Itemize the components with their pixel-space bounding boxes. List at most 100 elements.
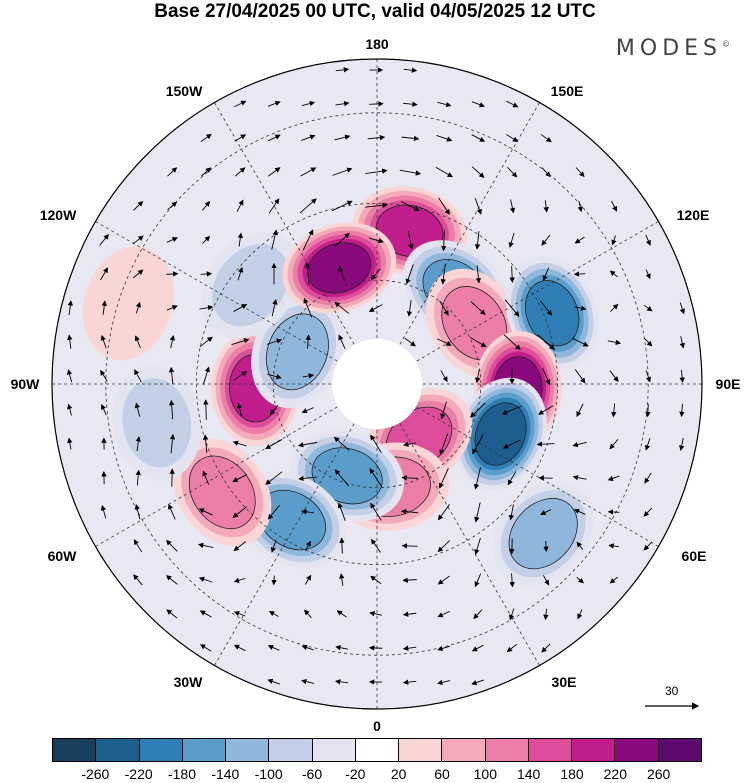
- wind-vector-arrow: [609, 439, 619, 450]
- colorbar-segment: [485, 739, 529, 761]
- lon-label-30w: 30W: [173, 674, 203, 690]
- wind-vector-arrow: [406, 300, 413, 317]
- wind-vector-arrow: [509, 608, 515, 621]
- wind-vector-arrow: [304, 609, 312, 619]
- colorbar-tick-label: 260: [646, 766, 671, 782]
- colorbar-segment: [96, 739, 140, 761]
- wind-vector-arrow: [134, 335, 141, 348]
- modes-logo: MODES©: [616, 36, 730, 61]
- wind-vector-arrow: [509, 265, 515, 283]
- wind-vector-arrow: [573, 508, 586, 515]
- wind-vector-arrow: [132, 269, 144, 279]
- anomaly-contour-level: [525, 280, 580, 347]
- wind-vector-arrow: [301, 509, 315, 515]
- wind-vector-arrow: [197, 542, 214, 549]
- wind-vector-arrow: [400, 201, 420, 211]
- wind-vector-arrow: [370, 538, 381, 553]
- anomaly-contour-level: [508, 498, 578, 570]
- colorbar-segment: [139, 739, 183, 761]
- colorbar-segment: [399, 739, 443, 761]
- wind-vector-arrow: [470, 337, 487, 348]
- meridian-line: [393, 413, 540, 666]
- wind-vector-arrow: [200, 271, 213, 277]
- lon-label-120w: 120W: [39, 207, 77, 223]
- wind-vector-arrow: [298, 475, 317, 482]
- anomaly-field: [83, 186, 599, 586]
- wind-vector-arrow: [334, 232, 350, 247]
- wind-vector-arrow: [332, 167, 353, 176]
- wind-vector-arrow: [132, 235, 144, 245]
- wind-vector-arrow: [543, 200, 549, 213]
- wind-vector-arrow: [439, 300, 449, 316]
- wind-vector-arrow: [100, 504, 107, 519]
- wind-vector-arrow: [607, 339, 622, 346]
- lon-label-150w: 150W: [165, 83, 203, 99]
- wind-vector-arrow: [165, 575, 178, 585]
- wind-vector-arrow: [237, 232, 243, 247]
- wind-vector-arrow: [401, 475, 418, 481]
- wind-vector-arrow: [440, 401, 447, 420]
- wind-vector-arrow: [201, 167, 212, 177]
- wind-vector-arrow: [166, 237, 178, 243]
- meridian-line: [214, 102, 361, 355]
- wind-vector-arrow: [574, 305, 587, 311]
- wind-vector-arrow: [334, 301, 350, 314]
- graticule: [52, 59, 702, 709]
- wind-vector-arrow: [440, 264, 446, 285]
- wind-vector-arrow: [407, 231, 414, 250]
- colorbar-segment: [312, 739, 356, 761]
- anomaly-atlantic-negative: [492, 481, 594, 586]
- wind-vector-arrow: [474, 369, 481, 384]
- wind-vector-arrow: [473, 467, 481, 490]
- wind-vector-arrow: [576, 403, 584, 418]
- wind-vector-arrow: [339, 537, 345, 554]
- wind-vector-arrow: [133, 574, 143, 586]
- wind-vector-arrow: [679, 403, 685, 418]
- wind-vector-arrow: [135, 469, 141, 486]
- wind-vector-arrow: [645, 269, 651, 280]
- wind-vector-arrow: [199, 610, 212, 618]
- wind-vector-arrow: [67, 334, 73, 349]
- lon-label-90e: 90E: [715, 376, 741, 392]
- wind-vector-arrow: [400, 508, 419, 515]
- wind-vector-arrow: [133, 539, 143, 553]
- wind-vector-arrow: [267, 134, 281, 142]
- colorbar-tick-label: -60: [301, 766, 323, 782]
- wind-vector-arrow: [437, 540, 451, 553]
- wind-vector-arrow: [331, 200, 353, 212]
- wind-vector-arrow: [403, 67, 418, 73]
- wind-vector-arrow: [403, 441, 417, 447]
- wind-vector-arrow: [202, 235, 211, 244]
- wind-vector-field: [66, 67, 685, 686]
- wind-vector-arrow: [237, 266, 244, 281]
- wind-vector-arrow: [100, 334, 107, 349]
- wind-vector-arrow: [645, 403, 651, 418]
- wind-vector-arrow: [369, 101, 384, 107]
- wind-vector-arrow: [100, 267, 108, 281]
- wind-vector-arrow: [607, 509, 620, 515]
- wind-vector-arrow: [367, 134, 386, 141]
- wind-vector-arrow: [679, 369, 685, 383]
- wind-vector-arrow: [305, 334, 311, 349]
- wind-vector-arrow: [506, 644, 517, 653]
- wind-vector-arrow: [542, 267, 550, 281]
- wind-vector-arrow: [271, 229, 278, 250]
- wind-vector-arrow: [268, 198, 280, 214]
- colorbar-segment: [53, 739, 97, 761]
- wind-vector-arrow: [403, 101, 418, 107]
- wind-vector-arrow: [270, 539, 277, 553]
- colorbar-tick-label: -20: [345, 766, 366, 782]
- meridian-line: [95, 221, 348, 368]
- colorbar: [52, 738, 702, 762]
- wind-vector-arrow: [233, 303, 248, 312]
- meridian-line: [214, 413, 361, 666]
- wind-vector-arrow: [471, 134, 486, 142]
- wind-vector-arrow: [202, 366, 210, 385]
- wind-vector-arrow: [402, 577, 417, 583]
- wind-vector-arrow: [67, 403, 73, 416]
- wind-vector-arrow: [300, 167, 317, 177]
- wind-vector-arrow: [541, 167, 551, 178]
- wind-vector-arrow: [401, 135, 420, 142]
- wind-vector-arrow: [305, 540, 311, 551]
- wind-vector-arrow: [338, 265, 346, 282]
